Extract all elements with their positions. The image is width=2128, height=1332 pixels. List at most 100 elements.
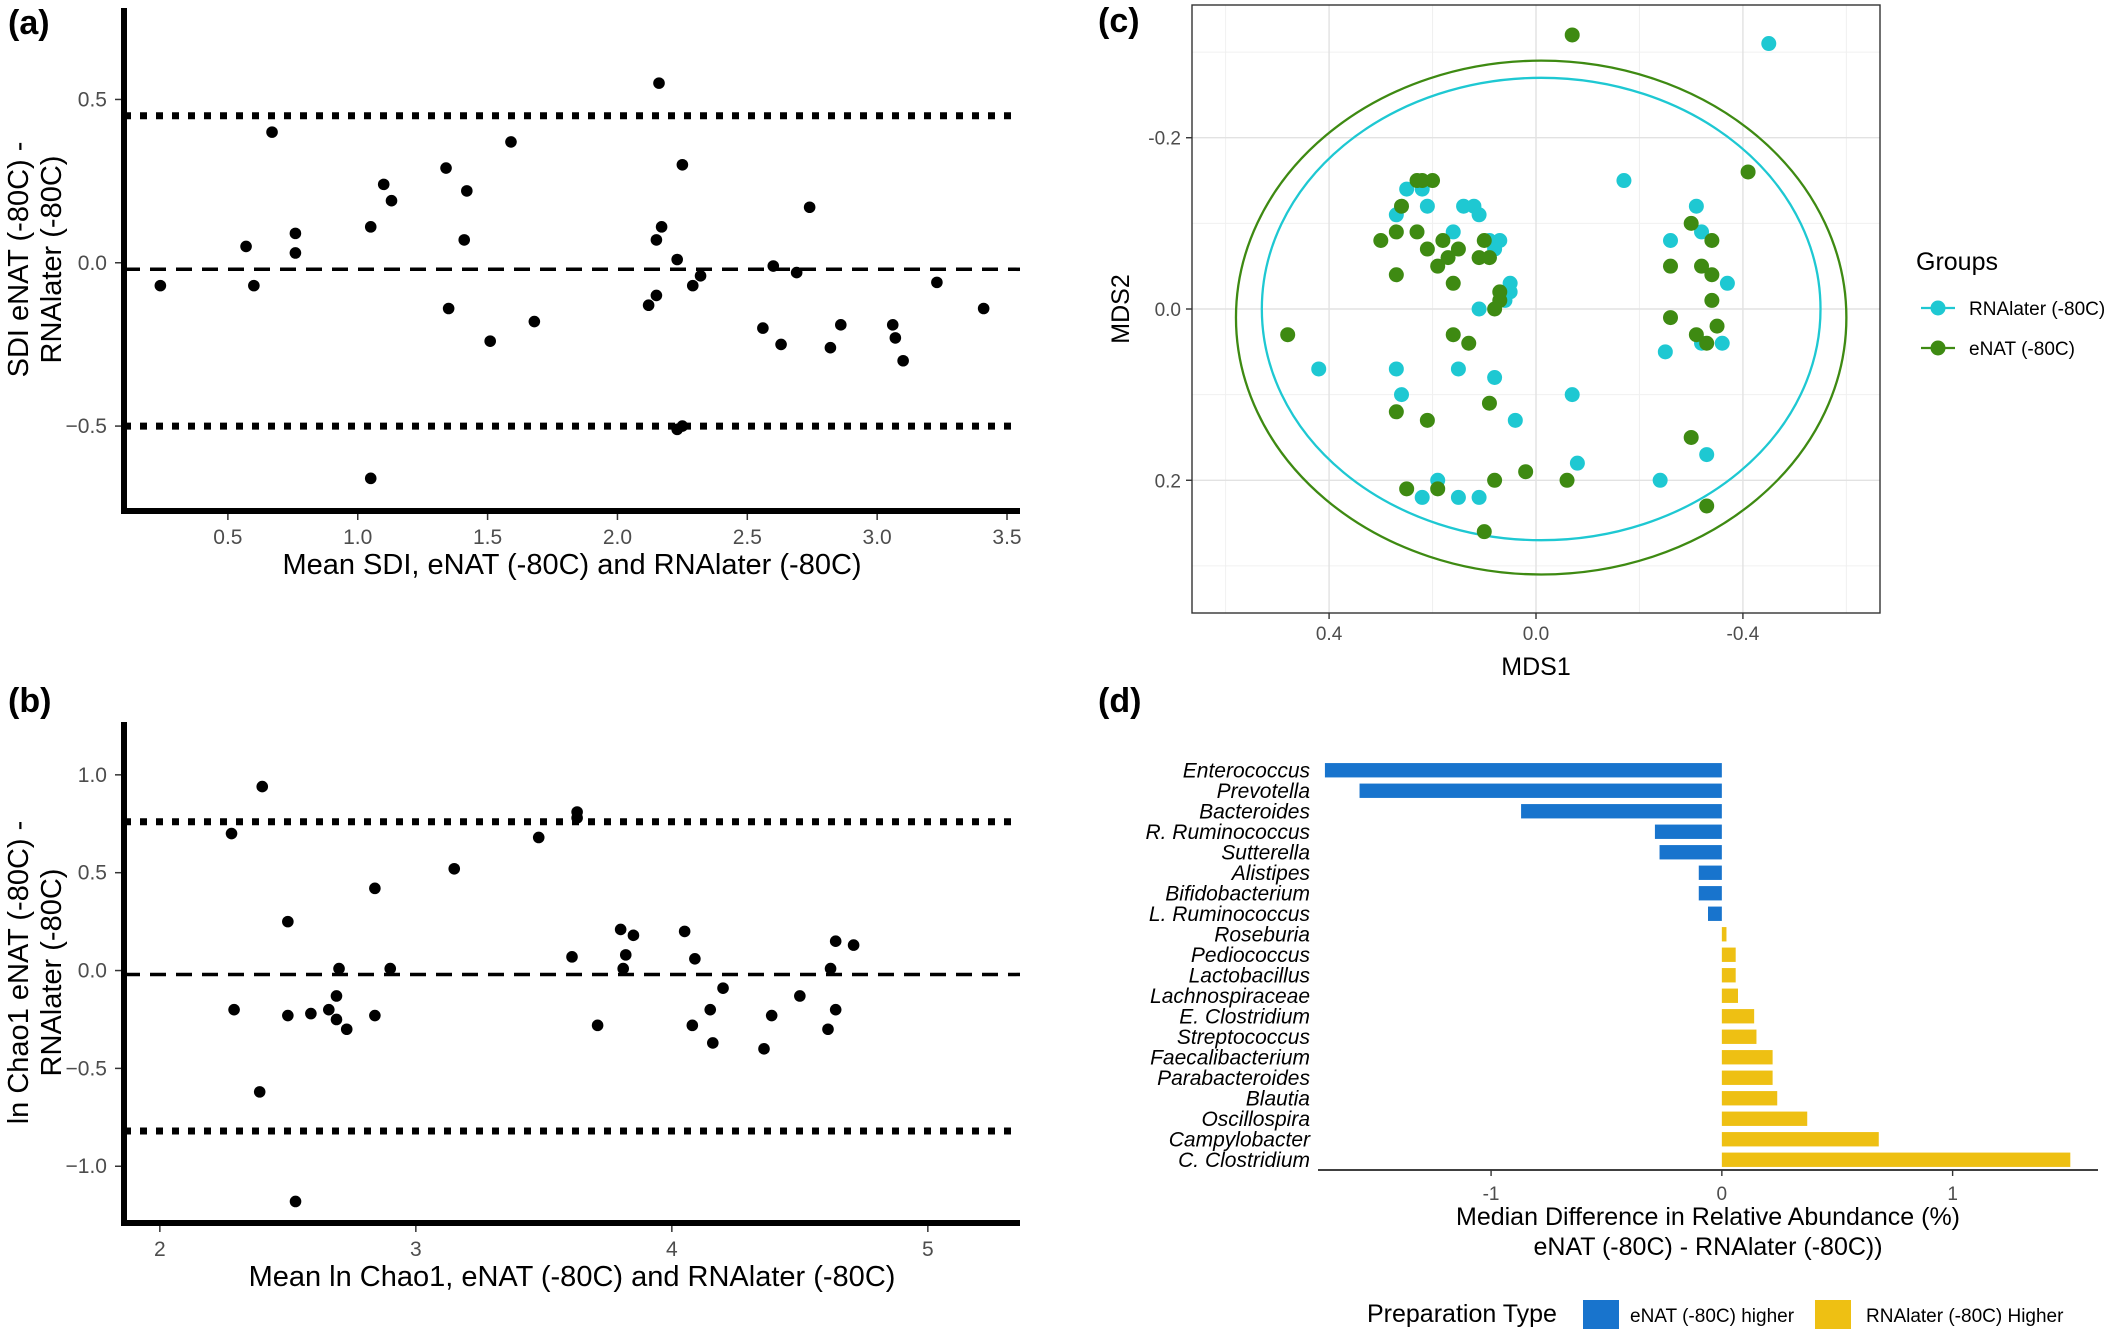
enat-point <box>1704 292 1720 308</box>
enat-point <box>1694 258 1710 274</box>
data-point <box>340 1023 353 1036</box>
rnalater-point <box>1311 361 1327 377</box>
data-point <box>614 923 627 936</box>
enat-point <box>1699 498 1715 514</box>
rnalater-point <box>1492 232 1508 248</box>
y-tick-label: 0.5 <box>78 862 107 885</box>
data-point <box>330 1013 343 1026</box>
bar <box>1698 865 1722 880</box>
rnalater-point <box>1507 412 1523 428</box>
category-label: L. Ruminococcus <box>1149 903 1311 926</box>
enat-point <box>1481 250 1497 266</box>
panel-label: (c) <box>1098 2 1140 40</box>
bar <box>1659 845 1722 860</box>
legend: Groups RNAlater (-80C) eNAT (-80C) <box>1916 248 2105 360</box>
data-point <box>650 289 663 302</box>
rnalater-point <box>1502 284 1518 300</box>
data-point <box>822 1023 834 1036</box>
data-point <box>385 194 398 207</box>
enat-point <box>1476 232 1492 248</box>
data-point <box>977 302 990 315</box>
y-axis-title: ln Chao1 eNAT (-80C) - RNAlater (-80C) <box>3 821 68 1125</box>
bar <box>1721 1029 1757 1044</box>
x-tick-label: 0.0 <box>1523 624 1549 645</box>
rnalater-point <box>1719 275 1735 291</box>
data-point <box>253 1086 266 1098</box>
enat-point <box>1445 327 1461 343</box>
rnalater-point <box>1662 232 1678 248</box>
y-tick-label: −0.5 <box>66 1057 107 1080</box>
rnalater-point <box>1564 387 1580 403</box>
enat-point <box>1409 224 1425 240</box>
confidence-ellipse <box>1260 76 1822 542</box>
data-point <box>377 178 390 191</box>
data-point <box>829 1003 842 1016</box>
data-point <box>655 221 668 233</box>
rnalater-point <box>1487 370 1503 386</box>
bar <box>1721 1111 1808 1126</box>
enat-point <box>1425 173 1441 189</box>
category-label: C. Clostridium <box>1178 1149 1310 1172</box>
rnalater-point <box>1445 224 1461 240</box>
x-tick-label: -0.4 <box>1727 624 1760 645</box>
data-point <box>704 1003 717 1016</box>
rnalater-point <box>1419 198 1435 214</box>
data-point <box>333 962 345 975</box>
legend-key-point <box>1930 300 1946 316</box>
data-point <box>758 1043 770 1055</box>
enat-point <box>1394 198 1410 214</box>
bar <box>1721 1152 2071 1167</box>
x-tick-label: 4 <box>666 1238 678 1261</box>
x-axis-title-line-1: Median Difference in Relative Abundance … <box>1456 1203 1960 1231</box>
enat-point <box>1388 224 1404 240</box>
bar <box>1721 947 1736 962</box>
data-point <box>824 341 837 354</box>
bar <box>1721 1050 1773 1065</box>
enat-point <box>1518 464 1534 480</box>
enat-point <box>1662 310 1678 326</box>
x-tick-label: 1 <box>1947 1184 1958 1205</box>
data-point <box>225 827 238 840</box>
enat-point <box>1492 284 1508 300</box>
data-point <box>369 1009 381 1022</box>
rnalater-point <box>1471 207 1487 223</box>
legend-title: Groups <box>1916 248 1998 276</box>
rnalater-point <box>1471 301 1487 317</box>
data-point <box>835 319 847 331</box>
enat-point <box>1419 241 1435 257</box>
enat-point <box>1388 267 1404 283</box>
data-point <box>803 201 816 214</box>
data-point <box>694 270 707 282</box>
bar <box>1721 988 1738 1003</box>
rnalater-point <box>1388 361 1404 377</box>
rnalater-point <box>1456 198 1472 214</box>
data-point <box>767 260 780 272</box>
data-point <box>794 990 806 1002</box>
category-label: Roseburia <box>1214 923 1310 946</box>
rnalater-point <box>1699 447 1715 463</box>
data-point <box>686 1019 699 1032</box>
enat-point <box>1414 173 1430 189</box>
rnalater-point <box>1761 36 1777 52</box>
x-tick-label: 1.5 <box>473 526 502 549</box>
data-point <box>689 953 701 965</box>
category-label: Parabacteroides <box>1157 1067 1310 1090</box>
legend-item-label: RNAlater (-80C) Higher <box>1866 1306 2064 1327</box>
enat-point <box>1683 429 1699 445</box>
panel-label: (d) <box>1098 682 1141 720</box>
bar <box>1721 1132 1879 1147</box>
bar <box>1721 1091 1778 1106</box>
data-point <box>384 962 397 975</box>
rnalater-point <box>1569 455 1585 471</box>
data-point <box>571 812 583 824</box>
data-point <box>566 951 578 963</box>
x-tick-label: 5 <box>922 1238 934 1261</box>
panel-label: (b) <box>8 682 51 720</box>
data-point <box>653 77 665 89</box>
rnalater-point <box>1657 344 1673 360</box>
data-point <box>678 925 691 938</box>
y-tick-label: 0.5 <box>78 88 107 111</box>
data-point <box>289 227 302 240</box>
legend-key-swatch <box>1815 1300 1851 1329</box>
